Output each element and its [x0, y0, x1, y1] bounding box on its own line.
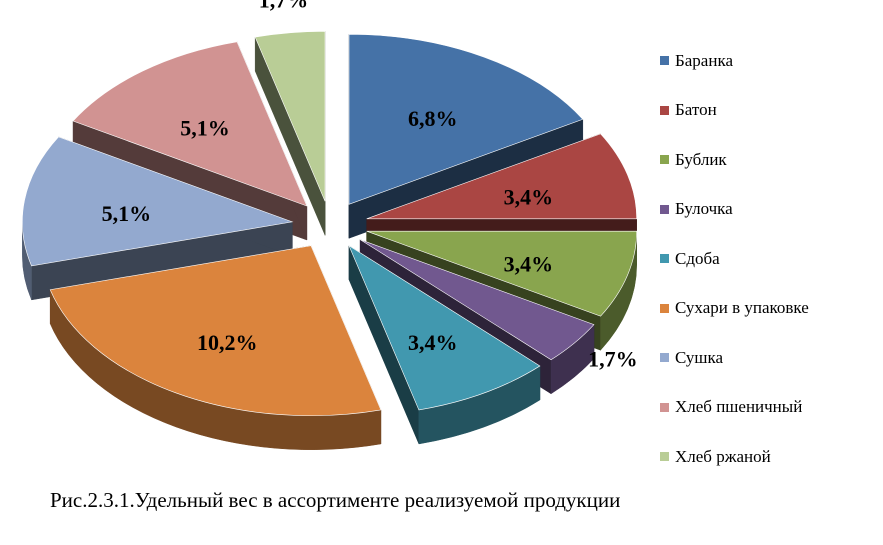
data-label: 5,1%: [102, 201, 152, 226]
figure-caption: Рис.2.3.1.Удельный вес в ассортименте ре…: [50, 488, 621, 512]
legend-label: Хлеб ржаной: [675, 446, 771, 466]
legend-swatch: [660, 56, 669, 66]
data-label: 10,2%: [197, 330, 258, 355]
data-label: 1,7%: [588, 347, 638, 372]
legend-label: Сдоба: [675, 248, 720, 268]
pie-slice: [254, 30, 326, 202]
legend-swatch: [660, 204, 669, 214]
legend-item: Бублик: [660, 135, 880, 185]
legend-item: Хлеб ржаной: [660, 432, 880, 482]
slice-tops: [22, 30, 638, 417]
legend-label: Булочка: [675, 199, 733, 219]
legend-item: Булочка: [660, 185, 880, 235]
legend-item: Баранка: [660, 36, 880, 86]
legend-label: Батон: [675, 100, 717, 120]
pie-slice: [22, 136, 294, 267]
pie-slice: [49, 245, 382, 417]
pie-slice: [359, 239, 595, 361]
legend-item: Хлеб пшеничный: [660, 383, 880, 433]
pie-chart-svg: 6,8% 3,4% 3,4% 1,7% 3,4% 10,2% 5,1% 5,1% 1,7%: [22, 0, 638, 450]
data-label: 3,4%: [504, 252, 554, 277]
data-labels: 6,8% 3,4% 3,4% 1,7% 3,4% 10,2% 5,1% 5,1% 1,7%: [102, 0, 638, 372]
legend-swatch: [660, 254, 669, 264]
pie-slice: [348, 244, 541, 411]
legend-swatch: [660, 402, 669, 412]
legend-swatch: [660, 303, 669, 313]
data-label: 3,4%: [504, 185, 554, 210]
pie-slice: [366, 133, 638, 220]
legend: Баранка Батон Бублик Булочка Сдоба Сухари в у…: [660, 36, 880, 482]
legend-item: Сушка: [660, 333, 880, 383]
data-label: 5,1%: [180, 115, 230, 140]
pie-slice: [348, 33, 584, 205]
legend-label: Баранка: [675, 50, 733, 70]
legend-label: Бублик: [675, 149, 727, 169]
legend-item: Сдоба: [660, 234, 880, 284]
legend-swatch: [660, 105, 669, 115]
legend-item: Батон: [660, 86, 880, 136]
legend-swatch: [660, 155, 669, 165]
legend-label: Хлеб пшеничный: [675, 397, 803, 417]
legend-swatch: [660, 452, 669, 462]
pie-slice: [72, 41, 308, 207]
data-label: 6,8%: [408, 106, 458, 131]
pie-slice: [366, 230, 638, 317]
data-label: 1,7%: [259, 0, 309, 12]
legend-item: Сухари в упаковке: [660, 284, 880, 334]
legend-label: Сушка: [675, 347, 724, 367]
legend-label: Сухари в упаковке: [675, 298, 809, 318]
pie-chart: 6,8% 3,4% 3,4% 1,7% 3,4% 10,2% 5,1% 5,1% 1,7%: [22, 0, 638, 450]
legend-swatch: [660, 353, 669, 363]
data-label: 3,4%: [408, 330, 458, 355]
